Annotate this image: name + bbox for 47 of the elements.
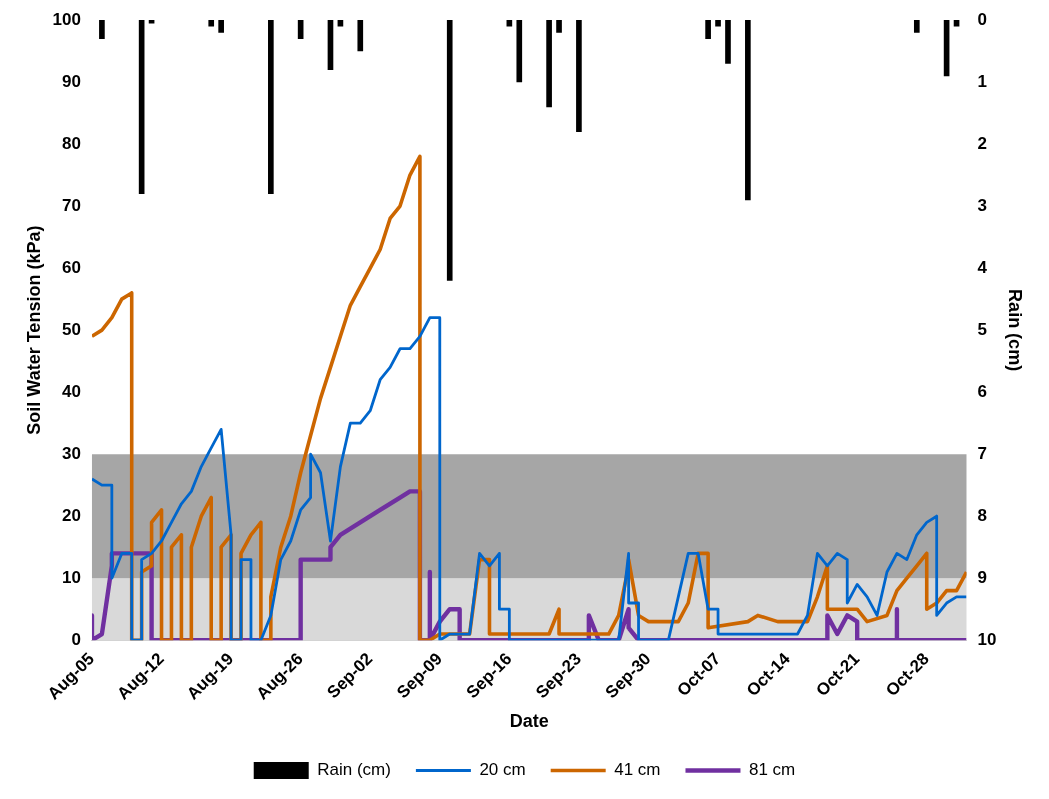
bar [705,20,711,39]
y2-tick-label: 3 [977,195,987,215]
y2-tick-label: 6 [977,381,987,401]
bar [218,20,224,33]
y2-tick-label: 10 [977,629,997,649]
bar [516,20,523,83]
bar [725,20,731,64]
bar [99,20,105,39]
y-tick-label: 0 [71,629,81,649]
bar [913,20,920,33]
bar [953,20,960,27]
bar [576,20,582,132]
bar [556,20,562,33]
y-tick-label: 50 [62,319,81,339]
y-tick-label: 20 [62,505,81,525]
y-tick-label: 60 [62,257,81,277]
legend-label: 81 cm [748,760,796,780]
bar [546,20,552,108]
bar [337,20,344,27]
y-tick-label: 90 [62,71,81,91]
y2-tick-label: 0 [977,9,987,29]
y2-tick-label: 8 [977,505,987,525]
x-axis-title: Date [509,711,549,732]
bar [446,20,453,281]
y2-axis-title: Rain (cm) [1005,289,1026,372]
y2-tick-label: 1 [977,71,987,91]
y2-tick-label: 9 [977,567,987,587]
y-tick-label: 30 [62,443,81,463]
bar [506,20,513,27]
y-tick-label: 80 [62,133,81,153]
y2-tick-label: 4 [977,257,988,277]
y-tick-label: 40 [62,381,81,401]
bar [745,20,751,201]
y-axis-title: Soil Water Tension (kPa) [23,225,44,435]
bar [715,20,721,27]
bar [357,20,364,52]
legend-label: 41 cm [614,760,661,780]
bar [208,20,215,27]
y2-tick-label: 5 [977,319,987,339]
legend-label: 20 cm [479,760,526,780]
y-tick-label: 70 [62,195,81,215]
bar [268,20,274,194]
legend-label: Rain (cm) [317,760,391,780]
y2-tick-label: 7 [977,443,987,463]
y-tick-label: 100 [52,9,81,29]
y-tick-label: 10 [62,567,81,587]
y2-tick-label: 2 [977,133,987,153]
